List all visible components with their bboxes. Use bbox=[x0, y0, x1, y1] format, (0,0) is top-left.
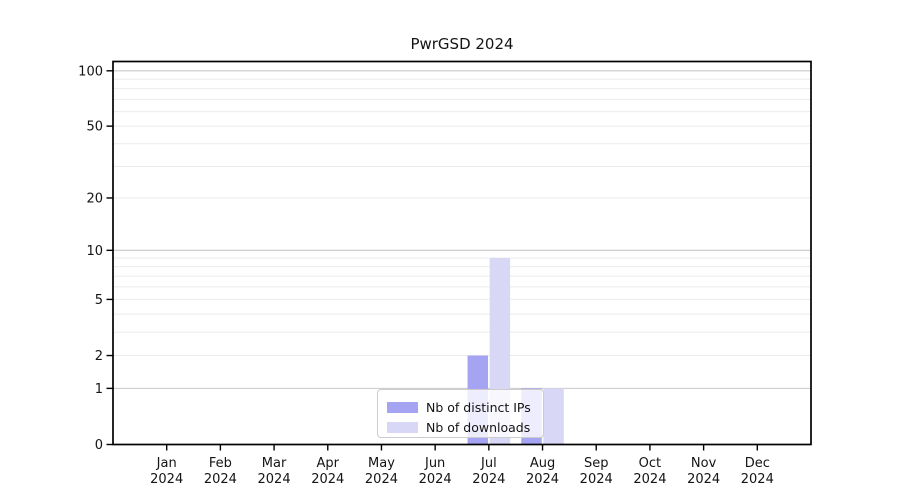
x-tick-label: Jul 2024 bbox=[472, 456, 505, 487]
x-tick-label: Jun 2024 bbox=[419, 456, 452, 487]
x-tick-label: Mar 2024 bbox=[258, 456, 291, 487]
legend-label-distinct-ips: Nb of distinct IPs bbox=[426, 399, 531, 415]
bar-downloads bbox=[543, 388, 564, 445]
x-tick-label: Feb 2024 bbox=[204, 456, 237, 487]
y-tick-label: 50 bbox=[86, 120, 103, 135]
legend: Nb of distinct IPs Nb of downloads bbox=[377, 389, 544, 438]
x-tick-label: Dec 2024 bbox=[741, 456, 774, 487]
y-tick-label: 2 bbox=[95, 349, 103, 364]
y-tick-label: 0 bbox=[95, 438, 103, 453]
x-tick-label: Jan 2024 bbox=[150, 456, 183, 487]
x-tick-label: Oct 2024 bbox=[633, 456, 666, 487]
x-tick-label: Apr 2024 bbox=[311, 456, 344, 487]
axes-frame bbox=[112, 60, 812, 446]
y-tick-label: 20 bbox=[86, 191, 103, 206]
y-tick-label: 100 bbox=[78, 64, 103, 79]
legend-item-distinct-ips: Nb of distinct IPs bbox=[387, 397, 543, 417]
x-tick-label: Aug 2024 bbox=[526, 456, 559, 487]
chart-title: PwrGSD 2024 bbox=[410, 35, 514, 53]
x-tick-label: Nov 2024 bbox=[687, 456, 720, 487]
y-tick-label: 10 bbox=[86, 244, 103, 259]
x-tick-label: Sep 2024 bbox=[580, 456, 613, 487]
y-tick-label: 1 bbox=[95, 382, 103, 397]
x-tick-label: May 2024 bbox=[365, 456, 398, 487]
legend-label-downloads: Nb of downloads bbox=[426, 419, 531, 435]
legend-swatch-distinct-ips bbox=[387, 401, 418, 413]
y-tick-label: 5 bbox=[95, 293, 103, 308]
legend-item-downloads: Nb of downloads bbox=[387, 417, 543, 437]
legend-swatch-downloads bbox=[387, 421, 418, 433]
